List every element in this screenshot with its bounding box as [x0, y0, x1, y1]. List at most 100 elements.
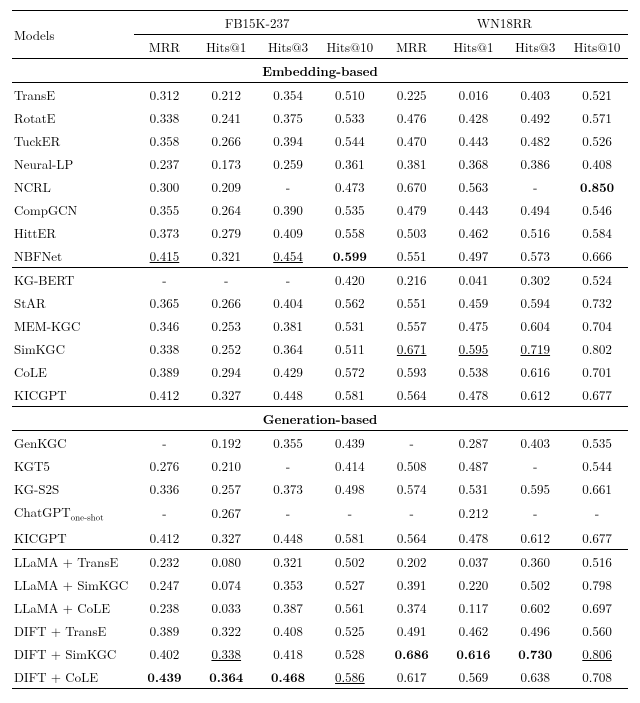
- table-row: KGT50.2760.210-0.4140.5080.487-0.544: [12, 454, 628, 477]
- value-cell: 0.302: [504, 268, 566, 292]
- value-cell: 0.252: [195, 337, 257, 360]
- value-cell: 0.266: [195, 129, 257, 152]
- value-cell: 0.408: [257, 619, 319, 642]
- value-cell: 0.730: [504, 642, 566, 665]
- value-cell: 0.414: [319, 454, 381, 477]
- value-cell: 0.586: [319, 665, 381, 689]
- value-cell: 0.429: [257, 360, 319, 383]
- header-metric: MRR: [134, 35, 196, 59]
- value-cell: 0.482: [504, 129, 566, 152]
- value-cell: 0.599: [319, 244, 381, 268]
- header-metric: Hits@1: [443, 35, 505, 59]
- table-row: KICGPT0.4120.3270.4480.5810.5640.4780.61…: [12, 383, 628, 407]
- value-cell: 0.503: [381, 221, 443, 244]
- table-row: KG-BERT---0.4200.2160.0410.3020.524: [12, 268, 628, 292]
- value-cell: 0.212: [443, 500, 505, 526]
- model-name: KG-S2S: [12, 477, 134, 500]
- model-name: SimKGC: [12, 337, 134, 360]
- value-cell: 0.117: [443, 596, 505, 619]
- value-cell: 0.210: [195, 454, 257, 477]
- value-cell: 0.420: [319, 268, 381, 292]
- value-cell: 0.381: [257, 314, 319, 337]
- value-cell: 0.510: [319, 83, 381, 107]
- value-cell: 0.496: [504, 619, 566, 642]
- value-cell: 0.033: [195, 596, 257, 619]
- value-cell: 0.511: [319, 337, 381, 360]
- value-cell: 0.478: [443, 526, 505, 550]
- model-name: NBFNet: [12, 244, 134, 268]
- value-cell: 0.462: [443, 221, 505, 244]
- header-models: Models: [12, 11, 134, 59]
- value-cell: -: [134, 431, 196, 455]
- value-cell: 0.336: [134, 477, 196, 500]
- value-cell: 0.338: [195, 642, 257, 665]
- value-cell: 0.616: [443, 642, 505, 665]
- value-cell: 0.389: [134, 619, 196, 642]
- value-cell: 0.409: [257, 221, 319, 244]
- value-cell: 0.806: [566, 642, 628, 665]
- value-cell: 0.247: [134, 573, 196, 596]
- table-row: NBFNet0.4150.3210.4540.5990.5510.4970.57…: [12, 244, 628, 268]
- value-cell: 0.544: [319, 129, 381, 152]
- table-body: Embedding-basedTransE0.3120.2120.3540.51…: [12, 59, 628, 689]
- model-name: TransE: [12, 83, 134, 107]
- model-name: LLaMA + CoLE: [12, 596, 134, 619]
- model-name: LLaMA + SimKGC: [12, 573, 134, 596]
- value-cell: 0.604: [504, 314, 566, 337]
- value-cell: 0.470: [381, 129, 443, 152]
- model-name: KICGPT: [12, 526, 134, 550]
- value-cell: -: [381, 431, 443, 455]
- header-metric: Hits@3: [504, 35, 566, 59]
- header-metric: Hits@3: [257, 35, 319, 59]
- value-cell: 0.041: [443, 268, 505, 292]
- table-row: CoLE0.3890.2940.4290.5720.5930.5380.6160…: [12, 360, 628, 383]
- value-cell: 0.564: [381, 383, 443, 407]
- value-cell: 0.390: [257, 198, 319, 221]
- value-cell: 0.418: [257, 642, 319, 665]
- value-cell: 0.538: [443, 360, 505, 383]
- value-cell: 0.666: [566, 244, 628, 268]
- value-cell: 0.521: [566, 83, 628, 107]
- value-cell: -: [504, 175, 566, 198]
- value-cell: 0.584: [566, 221, 628, 244]
- value-cell: 0.476: [381, 106, 443, 129]
- value-cell: 0.516: [566, 549, 628, 573]
- value-cell: 0.321: [195, 244, 257, 268]
- value-cell: -: [566, 500, 628, 526]
- value-cell: 0.321: [257, 549, 319, 573]
- value-cell: 0.701: [566, 360, 628, 383]
- value-cell: 0.573: [504, 244, 566, 268]
- value-cell: 0.346: [134, 314, 196, 337]
- value-cell: 0.454: [257, 244, 319, 268]
- value-cell: 0.531: [443, 477, 505, 500]
- value-cell: 0.237: [134, 152, 196, 175]
- model-name: RotatE: [12, 106, 134, 129]
- value-cell: 0.216: [381, 268, 443, 292]
- table-row: DIFT + SimKGC0.4020.3380.4180.5280.6860.…: [12, 642, 628, 665]
- results-table: Models FB15K-237 WN18RR MRR Hits@1 Hits@…: [12, 10, 628, 689]
- value-cell: 0.276: [134, 454, 196, 477]
- value-cell: 0.468: [257, 665, 319, 689]
- section-title: Generation-based: [12, 407, 628, 431]
- value-cell: 0.209: [195, 175, 257, 198]
- value-cell: 0.498: [319, 477, 381, 500]
- value-cell: 0.612: [504, 526, 566, 550]
- value-cell: 0.612: [504, 383, 566, 407]
- value-cell: -: [134, 268, 196, 292]
- value-cell: 0.572: [319, 360, 381, 383]
- value-cell: -: [195, 268, 257, 292]
- value-cell: 0.661: [566, 477, 628, 500]
- value-cell: 0.581: [319, 383, 381, 407]
- table-row: GenKGC-0.1920.3550.439-0.2870.4030.535: [12, 431, 628, 455]
- value-cell: 0.677: [566, 526, 628, 550]
- value-cell: 0.037: [443, 549, 505, 573]
- value-cell: 0.479: [381, 198, 443, 221]
- value-cell: 0.374: [381, 596, 443, 619]
- value-cell: 0.391: [381, 573, 443, 596]
- section-title: Embedding-based: [12, 59, 628, 83]
- table-row: SimKGC0.3380.2520.3640.5110.6710.5950.71…: [12, 337, 628, 360]
- value-cell: 0.473: [319, 175, 381, 198]
- model-name: GenKGC: [12, 431, 134, 455]
- value-cell: 0.516: [504, 221, 566, 244]
- value-cell: 0.373: [134, 221, 196, 244]
